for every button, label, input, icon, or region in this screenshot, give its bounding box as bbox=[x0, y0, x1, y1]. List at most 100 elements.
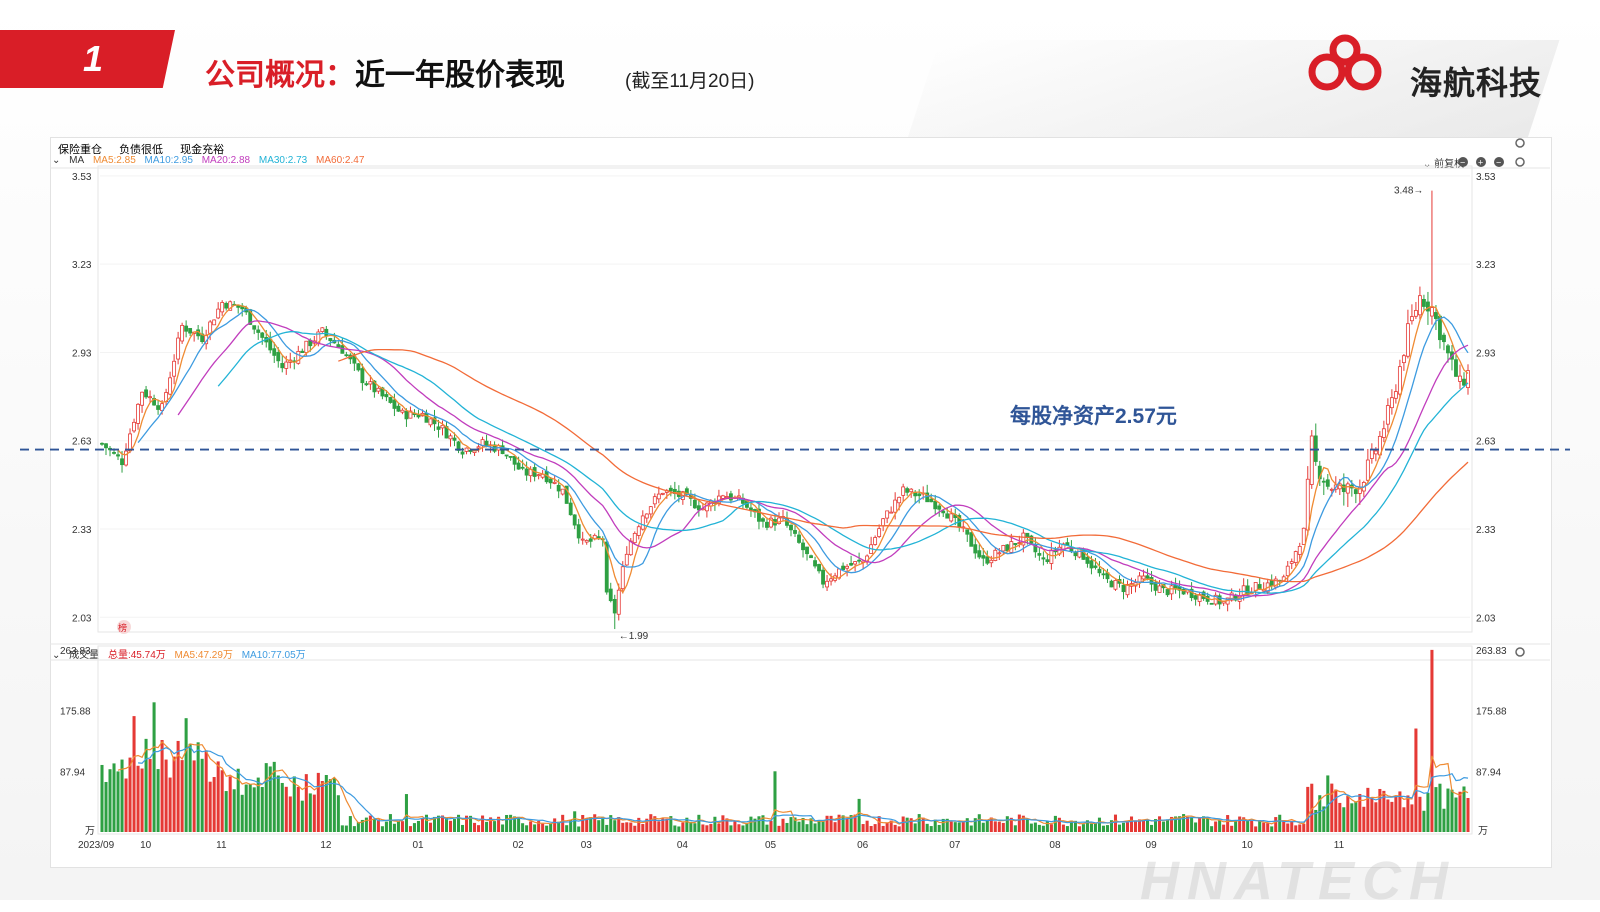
candle-body bbox=[468, 449, 473, 452]
volume-bar bbox=[1346, 795, 1350, 832]
candle-body bbox=[1369, 449, 1374, 459]
candle-body bbox=[1325, 479, 1330, 487]
volume-bar bbox=[1053, 815, 1057, 832]
x-tick-label: 01 bbox=[412, 840, 424, 851]
volume-bar bbox=[1178, 816, 1182, 832]
volume-bar bbox=[232, 789, 236, 832]
candle-body bbox=[1273, 578, 1278, 588]
volume-bar bbox=[1410, 804, 1414, 832]
volume-bar bbox=[1342, 807, 1346, 832]
candle-body bbox=[612, 599, 617, 614]
x-tick-label: 10 bbox=[1242, 840, 1254, 851]
volume-bar bbox=[1390, 801, 1394, 832]
candle-body bbox=[873, 537, 878, 545]
candle-body bbox=[905, 488, 910, 493]
volume-bar bbox=[929, 826, 933, 832]
volume-bar bbox=[957, 822, 961, 832]
candle-body bbox=[1405, 323, 1410, 357]
volume-bar bbox=[1230, 825, 1234, 832]
candle-body bbox=[757, 508, 761, 522]
chevron-down-icon[interactable]: ⌄ bbox=[1423, 159, 1432, 170]
volume-bar bbox=[172, 756, 176, 832]
candle-body bbox=[720, 495, 725, 499]
price-y-tick-right: 2.03 bbox=[1476, 613, 1496, 624]
volume-bar bbox=[1398, 791, 1402, 832]
volume-bar bbox=[845, 818, 849, 832]
chevron-down-icon[interactable]: ⌄ bbox=[52, 155, 61, 166]
volume-bar bbox=[745, 822, 749, 832]
candle-body bbox=[516, 462, 521, 470]
candle-body bbox=[777, 517, 781, 525]
candle-body bbox=[124, 450, 128, 466]
volume-bar bbox=[593, 814, 597, 832]
volume-bar bbox=[1150, 824, 1154, 832]
candle-body bbox=[881, 518, 886, 527]
volume-bar bbox=[1358, 793, 1362, 832]
volume-bar bbox=[669, 816, 673, 832]
volume-bar bbox=[813, 823, 817, 832]
candle-body bbox=[793, 530, 797, 534]
candle-body bbox=[476, 446, 481, 449]
gear-icon[interactable] bbox=[1515, 157, 1525, 167]
volume-bar bbox=[785, 822, 789, 832]
volume-bar bbox=[244, 784, 248, 832]
x-tick-label: 07 bbox=[949, 840, 961, 851]
adjust-select[interactable]: 前复权 bbox=[1434, 159, 1465, 170]
candle-body bbox=[104, 443, 108, 449]
volume-bar bbox=[1406, 795, 1410, 832]
gear-icon[interactable] bbox=[1515, 647, 1525, 657]
candle-body bbox=[769, 517, 773, 528]
candle-body bbox=[1385, 405, 1390, 425]
candle-body bbox=[432, 417, 437, 425]
volume-bar bbox=[1306, 786, 1310, 832]
candle-body bbox=[857, 559, 862, 562]
volume-bar bbox=[837, 814, 841, 832]
tag-cash[interactable]: 现金充裕 bbox=[180, 144, 225, 156]
candle-body bbox=[136, 403, 140, 424]
volume-bar bbox=[1109, 820, 1113, 832]
candle-body bbox=[400, 409, 405, 413]
ma-label[interactable]: MA bbox=[69, 155, 85, 166]
logo-ring-right-icon bbox=[1344, 53, 1382, 91]
volume-bar bbox=[589, 817, 593, 832]
price-y-tick-left: 2.33 bbox=[72, 525, 92, 536]
candle-body bbox=[1365, 459, 1370, 481]
candle-body bbox=[1157, 585, 1162, 593]
volume-bar bbox=[376, 819, 380, 832]
volume-label[interactable]: 成交量 bbox=[69, 650, 100, 661]
candle-body bbox=[300, 350, 305, 353]
candle-body bbox=[648, 506, 653, 515]
volume-y-tick-right: 263.83 bbox=[1476, 646, 1507, 657]
volume-bar bbox=[673, 825, 677, 832]
volume-bar bbox=[324, 775, 328, 832]
zoom-button[interactable] bbox=[1494, 157, 1504, 167]
zoom-button[interactable] bbox=[1458, 157, 1468, 167]
candle-body bbox=[564, 485, 569, 504]
volume-bar bbox=[176, 740, 180, 832]
volume-bar bbox=[340, 825, 344, 832]
volume-bar bbox=[629, 822, 633, 832]
volume-bar bbox=[268, 766, 272, 832]
volume-bar bbox=[1129, 816, 1134, 832]
volume-bar bbox=[597, 820, 601, 832]
volume-bar bbox=[1378, 788, 1382, 832]
candle-body bbox=[556, 484, 561, 492]
candle-body bbox=[1309, 435, 1314, 485]
volume-bar bbox=[1438, 783, 1442, 832]
zoom-button[interactable] bbox=[1476, 157, 1486, 167]
volume-bar bbox=[677, 826, 681, 832]
candle-body bbox=[1229, 592, 1234, 601]
chevron-down-icon[interactable]: ⌄ bbox=[52, 650, 61, 661]
tag-low-debt[interactable]: 负债很低 bbox=[119, 144, 164, 156]
tag-insurance[interactable]: 保险重仓 bbox=[58, 144, 102, 156]
volume-panel-frame bbox=[97, 645, 1473, 835]
volume-bar bbox=[1105, 825, 1109, 832]
volume-bar bbox=[1386, 799, 1390, 832]
slide-number: 1 bbox=[83, 38, 104, 79]
volume-unit-right: 万 bbox=[1478, 826, 1488, 837]
volume-bar bbox=[1374, 802, 1378, 832]
gear-icon[interactable] bbox=[1515, 138, 1525, 148]
volume-bar bbox=[136, 765, 140, 832]
candle-body bbox=[320, 327, 325, 332]
company-logo bbox=[1308, 34, 1382, 91]
